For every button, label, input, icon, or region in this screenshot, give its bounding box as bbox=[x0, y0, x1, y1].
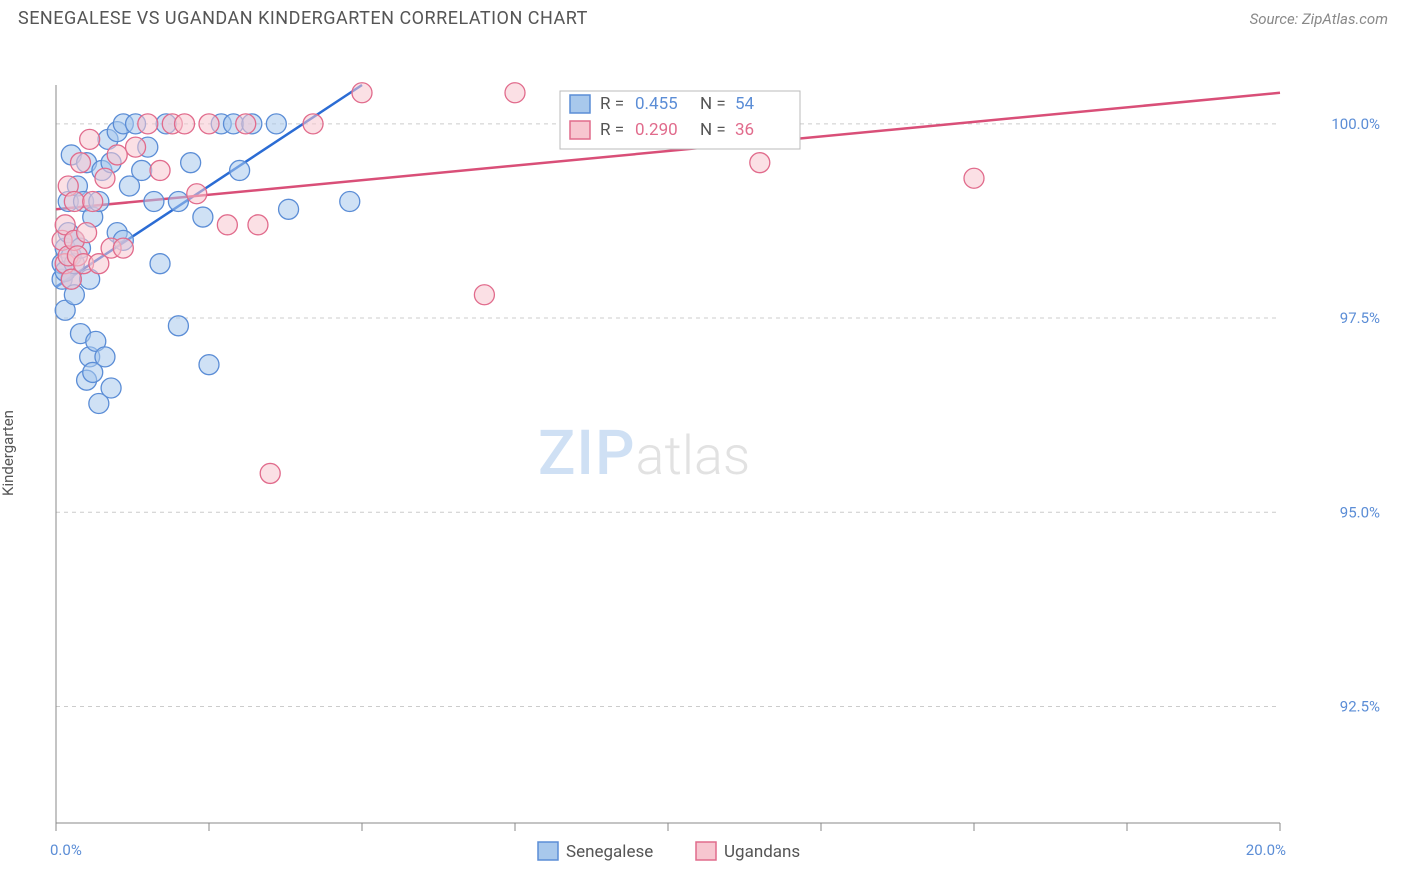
data-point bbox=[168, 192, 188, 212]
legend-box bbox=[560, 91, 800, 149]
data-point bbox=[230, 160, 250, 180]
data-point bbox=[101, 378, 121, 398]
data-point bbox=[750, 153, 770, 173]
data-point bbox=[181, 153, 201, 173]
x-tick-label: 0.0% bbox=[50, 841, 82, 859]
data-point bbox=[199, 355, 219, 375]
legend-r-value: 0.290 bbox=[635, 120, 678, 140]
data-point bbox=[193, 207, 213, 227]
data-point bbox=[83, 192, 103, 212]
legend-swatch bbox=[696, 842, 716, 860]
data-point bbox=[266, 114, 286, 134]
data-point bbox=[113, 238, 133, 258]
data-point bbox=[132, 160, 152, 180]
data-point bbox=[70, 153, 90, 173]
legend-r-value: 0.455 bbox=[635, 94, 678, 114]
data-point bbox=[95, 347, 115, 367]
data-point bbox=[126, 137, 146, 157]
data-point bbox=[77, 223, 97, 243]
data-point bbox=[64, 192, 84, 212]
legend-n-label: N = bbox=[700, 94, 726, 114]
legend-r-label: R = bbox=[600, 94, 624, 114]
y-tick-label: 95.0% bbox=[1340, 503, 1380, 521]
data-point bbox=[279, 199, 299, 219]
data-point bbox=[107, 145, 127, 165]
data-point bbox=[248, 215, 268, 235]
y-tick-label: 100.0% bbox=[1331, 115, 1380, 133]
legend-n-label: N = bbox=[700, 120, 726, 140]
data-point bbox=[474, 285, 494, 305]
data-point bbox=[352, 83, 372, 103]
data-point bbox=[303, 114, 323, 134]
legend-series-label: Senegalese bbox=[566, 842, 653, 862]
data-point bbox=[505, 83, 525, 103]
y-tick-label: 92.5% bbox=[1340, 697, 1380, 715]
chart-title: SENEGALESE VS UGANDAN KINDERGARTEN CORRE… bbox=[18, 8, 588, 29]
watermark: ZIPatlas bbox=[538, 417, 750, 490]
data-point bbox=[199, 114, 219, 134]
legend-n-value: 36 bbox=[735, 120, 754, 140]
legend-swatch bbox=[570, 121, 590, 139]
source-attribution: Source: ZipAtlas.com bbox=[1250, 10, 1388, 28]
legend-swatch bbox=[570, 95, 590, 113]
data-point bbox=[80, 129, 100, 149]
data-point bbox=[150, 254, 170, 274]
y-tick-label: 97.5% bbox=[1340, 309, 1380, 327]
chart-area: Kindergarten 92.5%95.0%97.5%100.0%0.0%20… bbox=[0, 33, 1406, 873]
legend-r-label: R = bbox=[600, 120, 624, 140]
data-point bbox=[138, 114, 158, 134]
data-point bbox=[175, 114, 195, 134]
data-point bbox=[236, 114, 256, 134]
data-point bbox=[217, 215, 237, 235]
legend-swatch bbox=[538, 842, 558, 860]
data-point bbox=[150, 160, 170, 180]
data-point bbox=[260, 463, 280, 483]
data-point bbox=[144, 192, 164, 212]
data-point bbox=[187, 184, 207, 204]
legend-n-value: 54 bbox=[735, 94, 755, 114]
scatter-chart: 92.5% 95.0% 97.5% 100.0% 0.0% 20.0% ZIPatlas R … bbox=[0, 33, 1406, 873]
data-point bbox=[95, 168, 115, 188]
x-tick-label: 20.0% bbox=[1246, 841, 1286, 859]
data-point bbox=[964, 168, 984, 188]
data-point bbox=[168, 316, 188, 336]
data-point bbox=[340, 192, 360, 212]
legend-series-label: Ugandans bbox=[724, 842, 800, 862]
